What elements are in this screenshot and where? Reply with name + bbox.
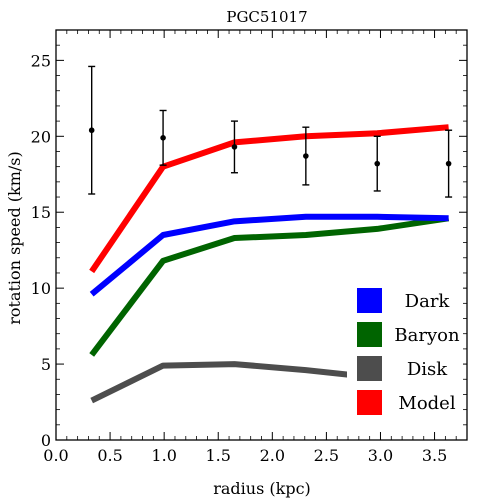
- data-point: [160, 135, 166, 141]
- legend: Dark Baryon Disk Model: [347, 278, 463, 424]
- legend-label-dark: Dark: [405, 291, 451, 312]
- x-tick-label: 1.0: [151, 446, 176, 465]
- legend-swatch-disk: [357, 356, 382, 381]
- legend-swatch-baryon: [357, 322, 382, 347]
- x-tick-label: 2.5: [314, 446, 339, 465]
- x-tick-label: 1.5: [206, 446, 231, 465]
- legend-label-disk: Disk: [407, 359, 448, 380]
- data-point: [445, 160, 452, 167]
- legend-swatch-dark: [357, 288, 382, 313]
- x-tick-label: 0.0: [43, 446, 68, 465]
- y-tick-label: 0: [41, 431, 51, 450]
- series-line-model: [89, 124, 449, 274]
- y-tick-label: 10: [31, 279, 51, 298]
- data-point: [303, 153, 309, 159]
- legend-swatch-model: [357, 390, 382, 415]
- y-tick-label: 25: [31, 51, 51, 70]
- x-tick-label: 3.5: [422, 446, 447, 465]
- data-point: [231, 144, 238, 150]
- y-tick-label: 20: [31, 127, 51, 146]
- y-axis-label: rotation speed (km/s): [5, 151, 24, 325]
- series-line-baryon: [89, 215, 450, 357]
- x-axis-label: radius (kpc): [213, 479, 311, 498]
- legend-label-model: Model: [398, 393, 455, 414]
- data-point: [374, 160, 381, 167]
- y-tick-label: 15: [31, 203, 51, 222]
- chart-title: PGC51017: [226, 8, 307, 26]
- series-line-dark: [89, 213, 449, 297]
- y-tick-label: 5: [41, 355, 51, 374]
- x-tick-label: 2.0: [260, 446, 285, 465]
- x-tick-label: 3.0: [368, 446, 393, 465]
- legend-label-baryon: Baryon: [394, 325, 460, 346]
- data-point: [88, 127, 95, 134]
- x-tick-label: 0.5: [97, 446, 122, 465]
